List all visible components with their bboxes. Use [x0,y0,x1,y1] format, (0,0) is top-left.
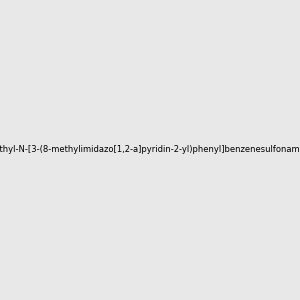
Text: 4-ethyl-N-[3-(8-methylimidazo[1,2-a]pyridin-2-yl)phenyl]benzenesulfonamide: 4-ethyl-N-[3-(8-methylimidazo[1,2-a]pyri… [0,146,300,154]
